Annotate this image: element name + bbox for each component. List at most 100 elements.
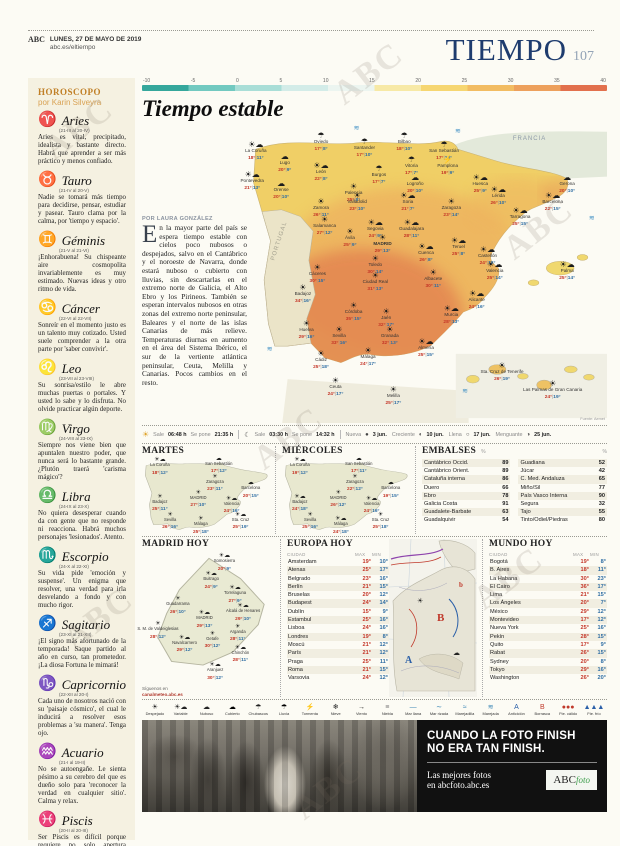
table-row: Varsovia 24° 12° xyxy=(287,674,389,682)
legend-label: Viento xyxy=(356,711,367,716)
city-san-sebasti-n: ☁ San Sebastián 17°|11° xyxy=(345,456,372,475)
min-temp: 10° xyxy=(567,188,576,194)
abcfoto-logo[interactable]: ABCfoto xyxy=(546,770,597,790)
ad-line-2[interactable]: en abcfoto.abc.es xyxy=(426,780,490,790)
max-temp: 24° xyxy=(544,394,553,400)
sign-text: Aries es vital, precipitado, idealista y… xyxy=(38,134,126,165)
max-temp: 29° xyxy=(580,666,589,673)
city-name: Pekín xyxy=(489,633,505,640)
min-temp: 16° xyxy=(372,509,380,515)
max-temp: 30° xyxy=(580,575,589,582)
city-temps: 24°|16° xyxy=(223,509,240,515)
reservoir-percent: 77 xyxy=(598,484,605,491)
city-aranjuez: ☀☁ Aranjuez 30°|12° xyxy=(207,663,224,682)
weather-r-icon: ☂ xyxy=(317,130,325,140)
city-name: Ávila xyxy=(344,234,355,240)
europe-map-art: B A b ☀ ☁ xyxy=(388,539,477,697)
table-row: París 21° 12° xyxy=(286,649,389,658)
francia-label: FRANCIA xyxy=(512,135,547,142)
sign-name: Libra xyxy=(61,489,91,504)
city-m-laga: ☀ Málaga 24°|17° xyxy=(360,346,376,368)
sun-icon: ☀ xyxy=(141,430,150,439)
reservoir-name: Ebro xyxy=(423,492,436,499)
city-name: Málaga xyxy=(333,521,348,527)
embalses-row: Guadiana 52 xyxy=(518,459,607,468)
weather-ps-icon: ☀☁ xyxy=(154,457,166,464)
city-badajoz: ☀ Badajoz 25°|11° xyxy=(152,494,168,513)
weather-ps-icon: ☀☁ xyxy=(229,585,241,592)
reservoir-percent: 65 xyxy=(598,476,605,483)
city-sta-cruz-de-tenerife: ☀ Sta. Cruz de Tenerife 26°|19° xyxy=(480,361,523,383)
city-name: Barcelona xyxy=(241,485,261,491)
horoscope-title: HOROSCOPO xyxy=(38,87,102,97)
city-name: MADRID xyxy=(190,495,207,500)
city-huelva: ☀ Huelva 29°|16° xyxy=(299,320,315,341)
svg-text:☁: ☁ xyxy=(453,650,460,657)
city-temps: 25°|18° xyxy=(313,364,329,370)
legend-mar-rizada: ∼ Mar rizada xyxy=(426,704,452,717)
min-temp: 11° xyxy=(160,507,168,513)
city-pontevedra: ☀☁ Pontevedra 21°|13° xyxy=(240,170,264,192)
horoscope-sign-aries: ♈ Aries (21-III al 20-IV) Aries es vital, p… xyxy=(38,112,126,166)
city-name: Varsovia xyxy=(287,675,310,682)
embalses-unit: % xyxy=(481,449,486,455)
max-temp: 23° xyxy=(443,212,451,218)
max-temp: 29° xyxy=(176,648,184,654)
city-badajoz: ☀☁ Badajoz 24°|18° xyxy=(292,494,308,513)
weather-r-icon: ☂ xyxy=(400,130,408,140)
weather-s-icon: ☀ xyxy=(317,348,325,358)
legend-label: Cubierto xyxy=(225,711,240,716)
city-name: Torrelaguna xyxy=(224,590,247,596)
site-url[interactable]: abc.es/eltiempo xyxy=(49,44,96,51)
abcfoto-ad[interactable]: CUANDO LA FOTO FINISH NO ERA TAN FINISH.… xyxy=(141,719,607,812)
sign-name: Piscis xyxy=(61,813,93,828)
zodiac-sagitario-icon: ♐ xyxy=(38,615,57,632)
table-row: Moscú 21° 12° xyxy=(287,641,389,649)
portugal-region xyxy=(261,209,316,347)
max-temp: 21° xyxy=(362,583,371,590)
city-temps: 25°|19° xyxy=(232,525,249,531)
city-segovia: ☀☁ Segovia 24°|9° xyxy=(367,218,384,239)
max-temp: 25° xyxy=(192,530,201,536)
city-soria: ☀☁ Soria 21°|7° xyxy=(400,191,415,212)
canalmeteo-link[interactable]: canalmeteo.abc.es xyxy=(141,691,183,697)
city-name: Sevilla xyxy=(163,517,177,523)
max-temp: 17° xyxy=(436,155,444,161)
legend-label: Variable xyxy=(173,711,188,716)
city-name: Bogotá xyxy=(489,559,508,565)
min-temp: 15° xyxy=(597,633,606,640)
city-name: Badajoz xyxy=(294,291,312,297)
sign-text: Ser Piscis es difícil porque requiere no… xyxy=(38,834,126,846)
city-name: Huelva xyxy=(299,327,314,333)
table-row: Estambul 25° 16° xyxy=(286,616,389,625)
max-temp: 18° xyxy=(152,470,160,476)
city-la-coru-a: ☀☁ La Coruña 18°|12° xyxy=(150,457,170,476)
min-temp: 13° xyxy=(375,287,384,293)
city-name: Bruselas xyxy=(287,592,310,599)
weather-ps-icon: ☀☁ xyxy=(234,512,247,519)
city-name: Soria xyxy=(402,198,414,204)
moon-icon: ☾ xyxy=(244,431,251,439)
max-temp: 24° xyxy=(362,675,371,682)
section-header: TIEMPO 107 xyxy=(446,34,594,65)
city-salamanca: ☀ Salamanca 27°|12° xyxy=(313,215,336,236)
min-temp: 16° xyxy=(379,575,388,582)
city-name: Ceuta xyxy=(329,383,342,389)
city-temps: 24°|18° xyxy=(332,530,349,536)
city-name: Arganda xyxy=(229,629,246,634)
city-sevilla: ☀ Sevilla 26°|16° xyxy=(162,512,178,531)
min-temp: 11° xyxy=(412,233,420,239)
city-name: Toledo xyxy=(368,261,383,267)
table-row: Quito 17° 9° xyxy=(489,641,607,649)
weather-ps-icon: ☀☁ xyxy=(294,457,306,464)
city-c-diz: ☀ Cádiz 25°|18° xyxy=(313,348,329,371)
sign-dates: (22-XII al 20-I) xyxy=(59,692,89,697)
city-name: Palencia xyxy=(344,189,363,195)
weather-ps-icon: ☀☁ xyxy=(367,217,383,227)
reservoir-name: Cataluña interna xyxy=(423,476,466,483)
legend-label: Niebla xyxy=(381,711,393,716)
city-madrid: ☀ MADRID 26°|12° xyxy=(330,490,347,509)
embalses-row: Guadalete-Barbate 63 xyxy=(421,508,511,517)
column-header: MAX xyxy=(354,552,366,557)
city-name: Castellón xyxy=(477,252,498,258)
